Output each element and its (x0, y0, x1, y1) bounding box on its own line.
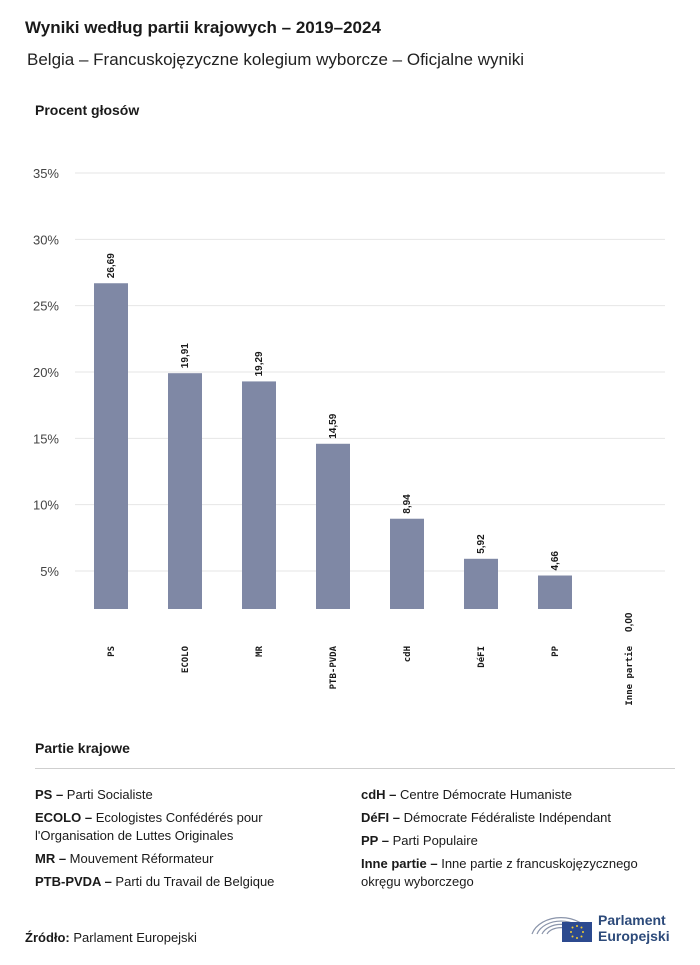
category-label: ECOLO (181, 645, 191, 673)
value-label: 4,66 (550, 551, 561, 571)
legend-key: ECOLO – (35, 810, 96, 825)
category-label: PTB-PVDA (329, 645, 339, 689)
category-label: PP (551, 645, 561, 656)
grid-lines (75, 172, 665, 572)
hemicycle-eu-flag-icon (531, 917, 592, 942)
legend-key: cdH – (361, 787, 401, 802)
bar (242, 381, 276, 609)
legend-text: Parti Populaire (392, 833, 478, 848)
legend-item: ECOLO – Ecologistes Confédérés pour l'Or… (35, 809, 335, 845)
category-labels: PS ECOLO MR PTB-PVDA cdH DéFI PP Inne partie (107, 645, 635, 705)
bar (538, 575, 572, 609)
value-label: 0,00 (624, 612, 635, 632)
legend-text: Démocrate Fédéraliste Indépendant (403, 810, 612, 825)
legend-item: cdH – Centre Démocrate Humaniste (361, 786, 671, 804)
category-label: Inne partie (624, 645, 635, 705)
y-tick-label: 30% (33, 232, 59, 247)
legend-text: Parti du Travail de Belgique (115, 874, 275, 889)
bar (464, 558, 498, 609)
bars (94, 283, 572, 609)
y-tick-label: 35% (33, 166, 59, 181)
source-label: Źródło: (25, 930, 70, 945)
legend-item: DéFI – Démocrate Fédéraliste Indépendant (361, 809, 671, 827)
legend-key: PTB-PVDA – (35, 874, 116, 889)
legend-key: Inne partie – (361, 856, 442, 871)
legend-item: Inne partie – Inne partie z francuskojęz… (361, 855, 671, 891)
legend-item: MR – Mouvement Réformateur (35, 850, 335, 868)
legend-text: Parti Socialiste (66, 787, 153, 802)
value-label: 8,94 (402, 494, 413, 514)
bar (168, 373, 202, 609)
logo-line-1: Parlament (598, 912, 666, 928)
legend-item: PS – Parti Socialiste (35, 786, 335, 804)
bar-chart: 5% 10% 15% 20% 25% 30% 35% 26,69 19,91 19,29 14,5… (33, 166, 665, 706)
parliament-logo: Parlament Europejski (528, 906, 678, 946)
legend-key: PP – (361, 833, 393, 848)
y-tick-labels: 5% 10% 15% 20% 25% 30% 35% (33, 166, 59, 579)
legend-title: Partie krajowe (35, 740, 130, 756)
bar (94, 283, 128, 609)
legend-column-right: cdH – Centre Démocrate Humaniste DéFI – D… (361, 786, 671, 896)
legend-text: Mouvement Réformateur (69, 851, 214, 866)
y-axis-label: Procent głosów (35, 102, 140, 118)
y-tick-label: 5% (40, 564, 59, 579)
value-label: 5,92 (476, 534, 487, 554)
chart-title: Wyniki według partii krajowych – 2019–20… (25, 18, 381, 37)
legend-text: Inne partie z francuskojęzycznego okręgu… (361, 856, 638, 889)
y-tick-label: 15% (33, 431, 59, 446)
bar (316, 443, 350, 609)
legend-key: DéFI – (361, 810, 404, 825)
bar (390, 518, 424, 609)
legend-item: PTB-PVDA – Parti du Travail de Belgique (35, 873, 335, 891)
logo-text: Parlament Europejski (598, 912, 670, 944)
source-text: Parlament Europejski (73, 930, 197, 945)
category-label: cdH (403, 646, 413, 662)
logo-line-2: Europejski (598, 928, 670, 944)
chart-subtitle: Belgia – Francuskojęzyczne kolegium wybo… (27, 50, 524, 69)
value-label: 19,29 (254, 351, 265, 376)
legend-text: Centre Démocrate Humaniste (400, 787, 572, 802)
value-labels: 26,69 19,91 19,29 14,59 8,94 5,92 4,66 0,00 (106, 253, 635, 632)
category-label: DéFI (476, 646, 487, 668)
legend-item: PP – Parti Populaire (361, 832, 671, 850)
legend-divider (35, 768, 675, 769)
legend-key: PS – (35, 787, 67, 802)
y-tick-label: 20% (33, 365, 59, 380)
legend-text: Ecologistes Confédérés pour l'Organisati… (35, 810, 263, 843)
y-tick-label: 10% (33, 498, 59, 513)
y-tick-label: 25% (33, 299, 59, 314)
category-label: PS (107, 646, 117, 657)
value-label: 26,69 (106, 253, 117, 278)
category-label: MR (255, 645, 265, 656)
value-label: 19,91 (180, 343, 191, 368)
legend-column-left: PS – Parti Socialiste ECOLO – Ecologistes… (35, 786, 335, 896)
value-label: 14,59 (328, 413, 339, 438)
legend-key: MR – (35, 851, 70, 866)
source-note: Źródło: Parlament Europejski (25, 930, 197, 945)
